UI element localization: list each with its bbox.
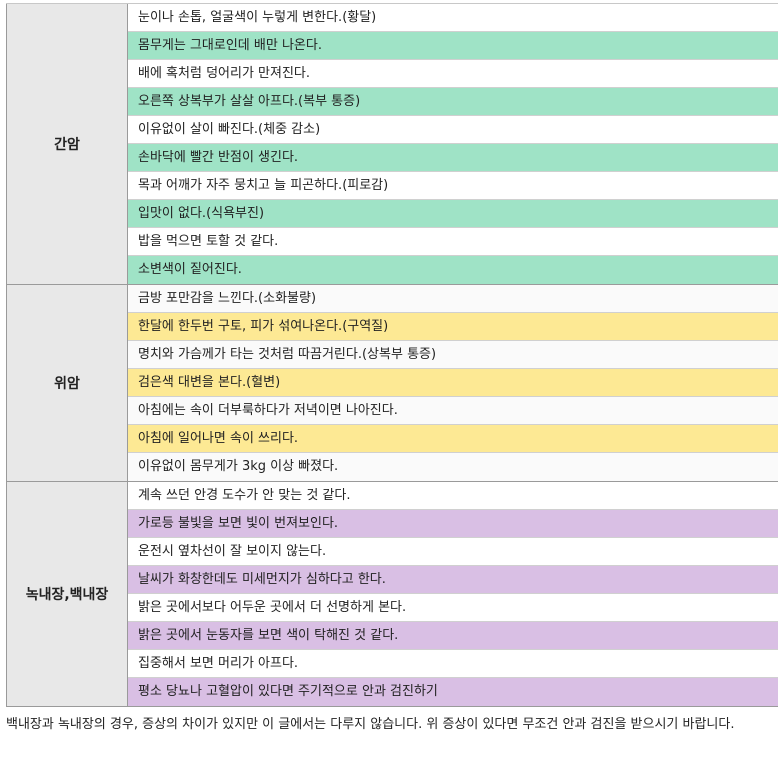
symptom-row: 손바닥에 빨간 반점이 생긴다. [128, 144, 778, 172]
symptom-row: 밥을 먹으면 토할 것 같다. [128, 228, 778, 256]
footnote: 백내장과 녹내장의 경우, 증상의 차이가 있지만 이 글에서는 다루지 않습니… [6, 717, 735, 732]
group-rows: 금방 포만감을 느낀다.(소화불량) 한달에 한두번 구토, 피가 섞여나온다.(… [128, 285, 778, 481]
group-rows: 눈이나 손톱, 얼굴색이 누렇게 변한다.(황달) 몸무게는 그대로인데 배만 나… [128, 4, 778, 284]
group: 간암 눈이나 손톱, 얼굴색이 누렇게 변한다.(황달) 몸무게는 그대로인데 배만… [6, 3, 778, 285]
group-rows: 계속 쓰던 안경 도수가 안 맞는 것 같다. 가로등 불빛을 보면 빛이 번져보… [128, 482, 778, 706]
symptom-row: 명치와 가슴께가 타는 것처럼 따끔거린다.(상복부 통증) [128, 341, 778, 369]
group-label: 위암 [6, 285, 128, 481]
group-label: 간암 [6, 4, 128, 284]
symptom-row: 눈이나 손톱, 얼굴색이 누렇게 변한다.(황달) [128, 4, 778, 32]
group: 녹내장,백내장 계속 쓰던 안경 도수가 안 맞는 것 같다. 가로등 불빛을 보면… [6, 482, 778, 707]
symptom-row: 이유없이 살이 빠진다.(체중 감소) [128, 116, 778, 144]
symptom-row: 가로등 불빛을 보면 빛이 번져보인다. [128, 510, 778, 538]
symptom-row: 운전시 옆차선이 잘 보이지 않는다. [128, 538, 778, 566]
symptom-row: 배에 혹처럼 덩어리가 만져진다. [128, 60, 778, 88]
symptom-row: 목과 어깨가 자주 뭉치고 늘 피곤하다.(피로감) [128, 172, 778, 200]
symptom-row: 아침에 일어나면 속이 쓰리다. [128, 425, 778, 453]
symptom-row: 계속 쓰던 안경 도수가 안 맞는 것 같다. [128, 482, 778, 510]
symptom-row: 몸무게는 그대로인데 배만 나온다. [128, 32, 778, 60]
symptom-row: 집중해서 보면 머리가 아프다. [128, 650, 778, 678]
symptom-table: 간암 눈이나 손톱, 얼굴색이 누렇게 변한다.(황달) 몸무게는 그대로인데 배만… [6, 3, 778, 707]
symptom-row: 밝은 곳에서보다 어두운 곳에서 더 선명하게 본다. [128, 594, 778, 622]
symptom-row: 검은색 대변을 본다.(혈변) [128, 369, 778, 397]
group: 위암 금방 포만감을 느낀다.(소화불량) 한달에 한두번 구토, 피가 섞여나온다… [6, 285, 778, 482]
symptom-row: 이유없이 몸무게가 3kg 이상 빠졌다. [128, 453, 778, 481]
symptom-row: 입맛이 없다.(식욕부진) [128, 200, 778, 228]
symptom-row: 오른쪽 상복부가 살살 아프다.(복부 통증) [128, 88, 778, 116]
symptom-row: 평소 당뇨나 고혈압이 있다면 주기적으로 안과 검진하기 [128, 678, 778, 706]
symptom-row: 한달에 한두번 구토, 피가 섞여나온다.(구역질) [128, 313, 778, 341]
symptom-row: 소변색이 짙어진다. [128, 256, 778, 284]
symptom-row: 날씨가 화창한데도 미세먼지가 심하다고 한다. [128, 566, 778, 594]
group-label: 녹내장,백내장 [6, 482, 128, 706]
symptom-row: 밝은 곳에서 눈동자를 보면 색이 탁해진 것 같다. [128, 622, 778, 650]
symptom-row: 금방 포만감을 느낀다.(소화불량) [128, 285, 778, 313]
symptom-row: 아침에는 속이 더부룩하다가 저녁이면 나아진다. [128, 397, 778, 425]
